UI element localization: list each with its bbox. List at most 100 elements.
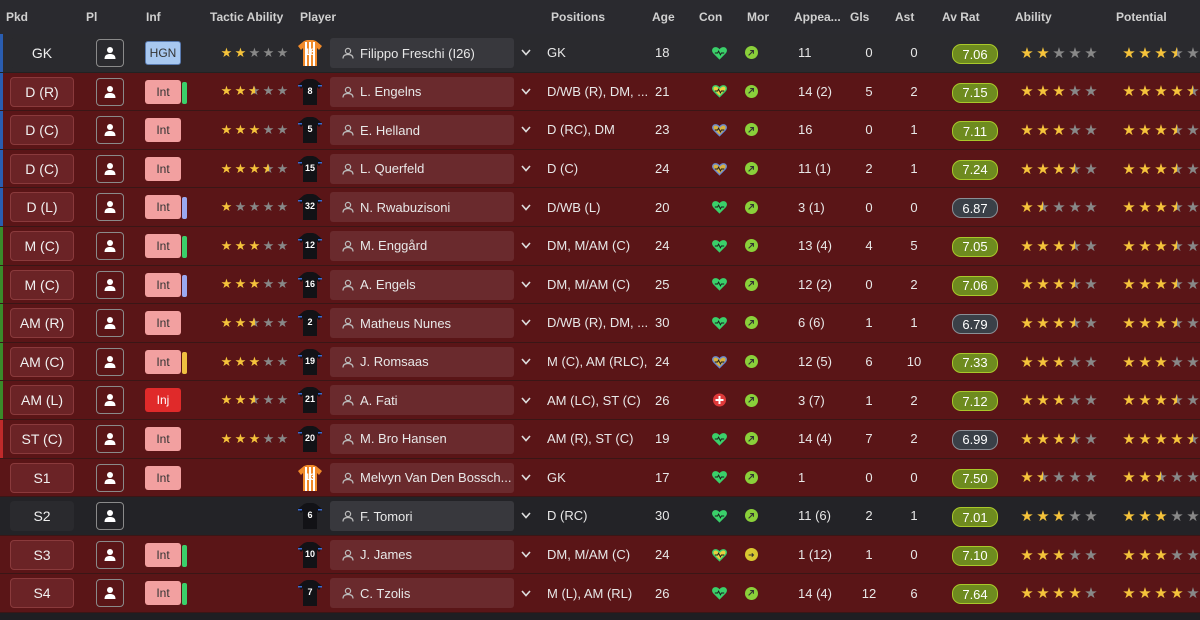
col-appearances[interactable]: Appea... (794, 10, 841, 24)
chevron-down-icon[interactable] (520, 574, 532, 612)
star-icon: ★ (1170, 585, 1184, 603)
player-info-button[interactable] (96, 77, 124, 106)
player-info-button[interactable] (96, 347, 124, 376)
picked-position-button[interactable]: D (L) (10, 192, 74, 223)
col-ast[interactable]: Ast (895, 10, 915, 24)
col-mor[interactable]: Mor (747, 10, 769, 24)
table-row[interactable]: GK HGN ★ ★ ★ ★ ★ 18 Filippo Freschi (I26) GK 18 11 0… (0, 34, 1200, 73)
chevron-down-icon[interactable] (520, 227, 532, 265)
player-info-button[interactable] (96, 116, 124, 145)
table-row[interactable]: AM (C) Int ★ ★ ★ ★ ★ 19 J. Romsaas M (C), AM (RLC… (0, 342, 1200, 382)
chevron-down-icon[interactable] (520, 381, 532, 419)
chevron-down-icon[interactable] (520, 343, 532, 381)
player-name-button[interactable]: J. James (330, 539, 514, 570)
player-info-button[interactable] (96, 502, 124, 531)
picked-position-button[interactable]: S1 (10, 462, 74, 493)
player-info-button[interactable] (96, 579, 124, 608)
chevron-down-icon[interactable] (520, 150, 532, 188)
picked-position-button[interactable]: M (C) (10, 230, 74, 261)
picked-position-button[interactable]: D (C) (10, 153, 74, 184)
col-positions[interactable]: Positions (551, 10, 606, 24)
goals: 5 (865, 83, 873, 99)
player-info-button[interactable] (96, 386, 124, 415)
player-name-button[interactable]: L. Querfeld (330, 153, 514, 184)
player-info-button[interactable] (96, 193, 124, 222)
chevron-down-icon[interactable] (520, 497, 532, 535)
picked-position-button[interactable]: D (R) (10, 76, 74, 107)
col-con[interactable]: Con (699, 10, 723, 24)
player-name-button[interactable]: C. Tzolis (330, 578, 514, 609)
player-name-button[interactable]: Melvyn Van Den Bossch... (330, 462, 514, 493)
table-row[interactable]: S3 Int 10 J. James DM, M/AM (C) 24 1 (12) 1 0 7.1… (0, 535, 1200, 575)
info-badge: Int (145, 542, 181, 567)
chevron-down-icon[interactable] (520, 459, 532, 497)
player-info-button[interactable] (96, 154, 124, 183)
picked-position-button[interactable]: S2 (10, 501, 74, 532)
star-icon: ★ (276, 160, 289, 176)
chevron-down-icon[interactable] (520, 111, 532, 149)
player-name-button[interactable]: Matheus Nunes (330, 308, 514, 339)
player-name-button[interactable]: E. Helland (330, 115, 514, 146)
player-name-button[interactable]: M. Enggård (330, 230, 514, 261)
star-icon: ★ (1122, 44, 1136, 62)
player-info-button[interactable] (96, 270, 124, 299)
col-pl[interactable]: Pl (86, 10, 98, 24)
table-row[interactable]: D (L) Int ★ ★ ★ ★ ★ 32 N. Rwabuzisoni D/WB (L) 20 3… (0, 188, 1200, 227)
player-name-button[interactable]: A. Engels (330, 269, 514, 300)
col-ability[interactable]: Ability (1015, 10, 1052, 24)
picked-position-button[interactable]: S3 (10, 539, 74, 570)
player-name-button[interactable]: A. Fati (330, 385, 514, 416)
player-info-button[interactable] (96, 309, 124, 338)
player-name-button[interactable]: F. Tomori (330, 501, 514, 532)
player-name-button[interactable]: L. Engelns (330, 76, 514, 107)
player-info-button[interactable] (96, 424, 124, 453)
player-info-button[interactable] (96, 231, 124, 260)
chevron-down-icon[interactable] (520, 536, 532, 574)
player-name-button[interactable]: J. Romsaas (330, 346, 514, 377)
star-icon: ★ (1020, 160, 1034, 178)
potential-stars: ★ ★ ★ ★ ★ (1122, 73, 1200, 111)
star-icon: ★ (1138, 44, 1152, 62)
picked-position-button[interactable]: AM (C) (10, 346, 74, 377)
table-row[interactable]: S2 6 F. Tomori D (RC) 30 11 (6) 2 1 7.01 ★ ★ ★ ★ ★ ★ ★ ★… (0, 497, 1200, 536)
chevron-down-icon[interactable] (520, 188, 532, 226)
picked-position-button[interactable]: ST (C) (10, 423, 74, 454)
picked-position-button[interactable]: D (C) (10, 115, 74, 146)
player-name-button[interactable]: Filippo Freschi (I26) (330, 38, 514, 68)
col-av-rat[interactable]: Av Rat (942, 10, 980, 24)
player-name-button[interactable]: M. Bro Hansen (330, 423, 514, 454)
col-potential[interactable]: Potential (1116, 10, 1167, 24)
col-pkd[interactable]: Pkd (6, 10, 29, 24)
picked-position-button[interactable]: M (C) (10, 269, 74, 300)
chevron-down-icon[interactable] (520, 266, 532, 304)
table-row[interactable]: M (C) Int ★ ★ ★ ★ ★ 16 A. Engels DM, M/AM (C) 25 12… (0, 265, 1200, 305)
chevron-down-icon[interactable] (520, 304, 532, 342)
table-row[interactable]: S1 Int 13 Melvyn Van Den Bossch... GK 17 1 0 0 7.… (0, 458, 1200, 498)
picked-position-button[interactable]: GK (10, 38, 74, 68)
chevron-down-icon[interactable] (520, 73, 532, 111)
chevron-down-icon[interactable] (520, 420, 532, 458)
picked-position-button[interactable]: AM (R) (10, 308, 74, 339)
col-tactic-ability[interactable]: Tactic Ability (210, 10, 284, 24)
table-row[interactable]: D (C) Int ★ ★ ★ ★ ★ 5 E. Helland D (RC), DM 23 16 0 1… (0, 111, 1200, 150)
player-info-button[interactable] (96, 39, 124, 67)
player-info-button[interactable] (96, 540, 124, 569)
picked-position-button[interactable]: AM (L) (10, 385, 74, 416)
col-inf[interactable]: Inf (146, 10, 161, 24)
star-icon: ★ (1154, 585, 1168, 603)
table-row[interactable]: S4 Int 7 C. Tzolis M (L), AM (RL) 26 14 (4) 12 6… (0, 574, 1200, 613)
table-row[interactable]: ST (C) Int ★ ★ ★ ★ ★ 20 M. Bro Hansen AM (R), ST … (0, 419, 1200, 459)
player-info-button[interactable] (96, 463, 124, 492)
chevron-down-icon[interactable] (520, 34, 532, 72)
star-icon: ★ (1154, 507, 1168, 525)
player-name-button[interactable]: N. Rwabuzisoni (330, 192, 514, 223)
table-row[interactable]: M (C) Int ★ ★ ★ ★ ★ 12 M. Enggård DM, M/AM (C) 24 1… (0, 226, 1200, 266)
col-gls[interactable]: Gls (850, 10, 870, 24)
col-age[interactable]: Age (652, 10, 675, 24)
picked-position-button[interactable]: S4 (10, 578, 74, 609)
col-player[interactable]: Player (300, 10, 337, 24)
